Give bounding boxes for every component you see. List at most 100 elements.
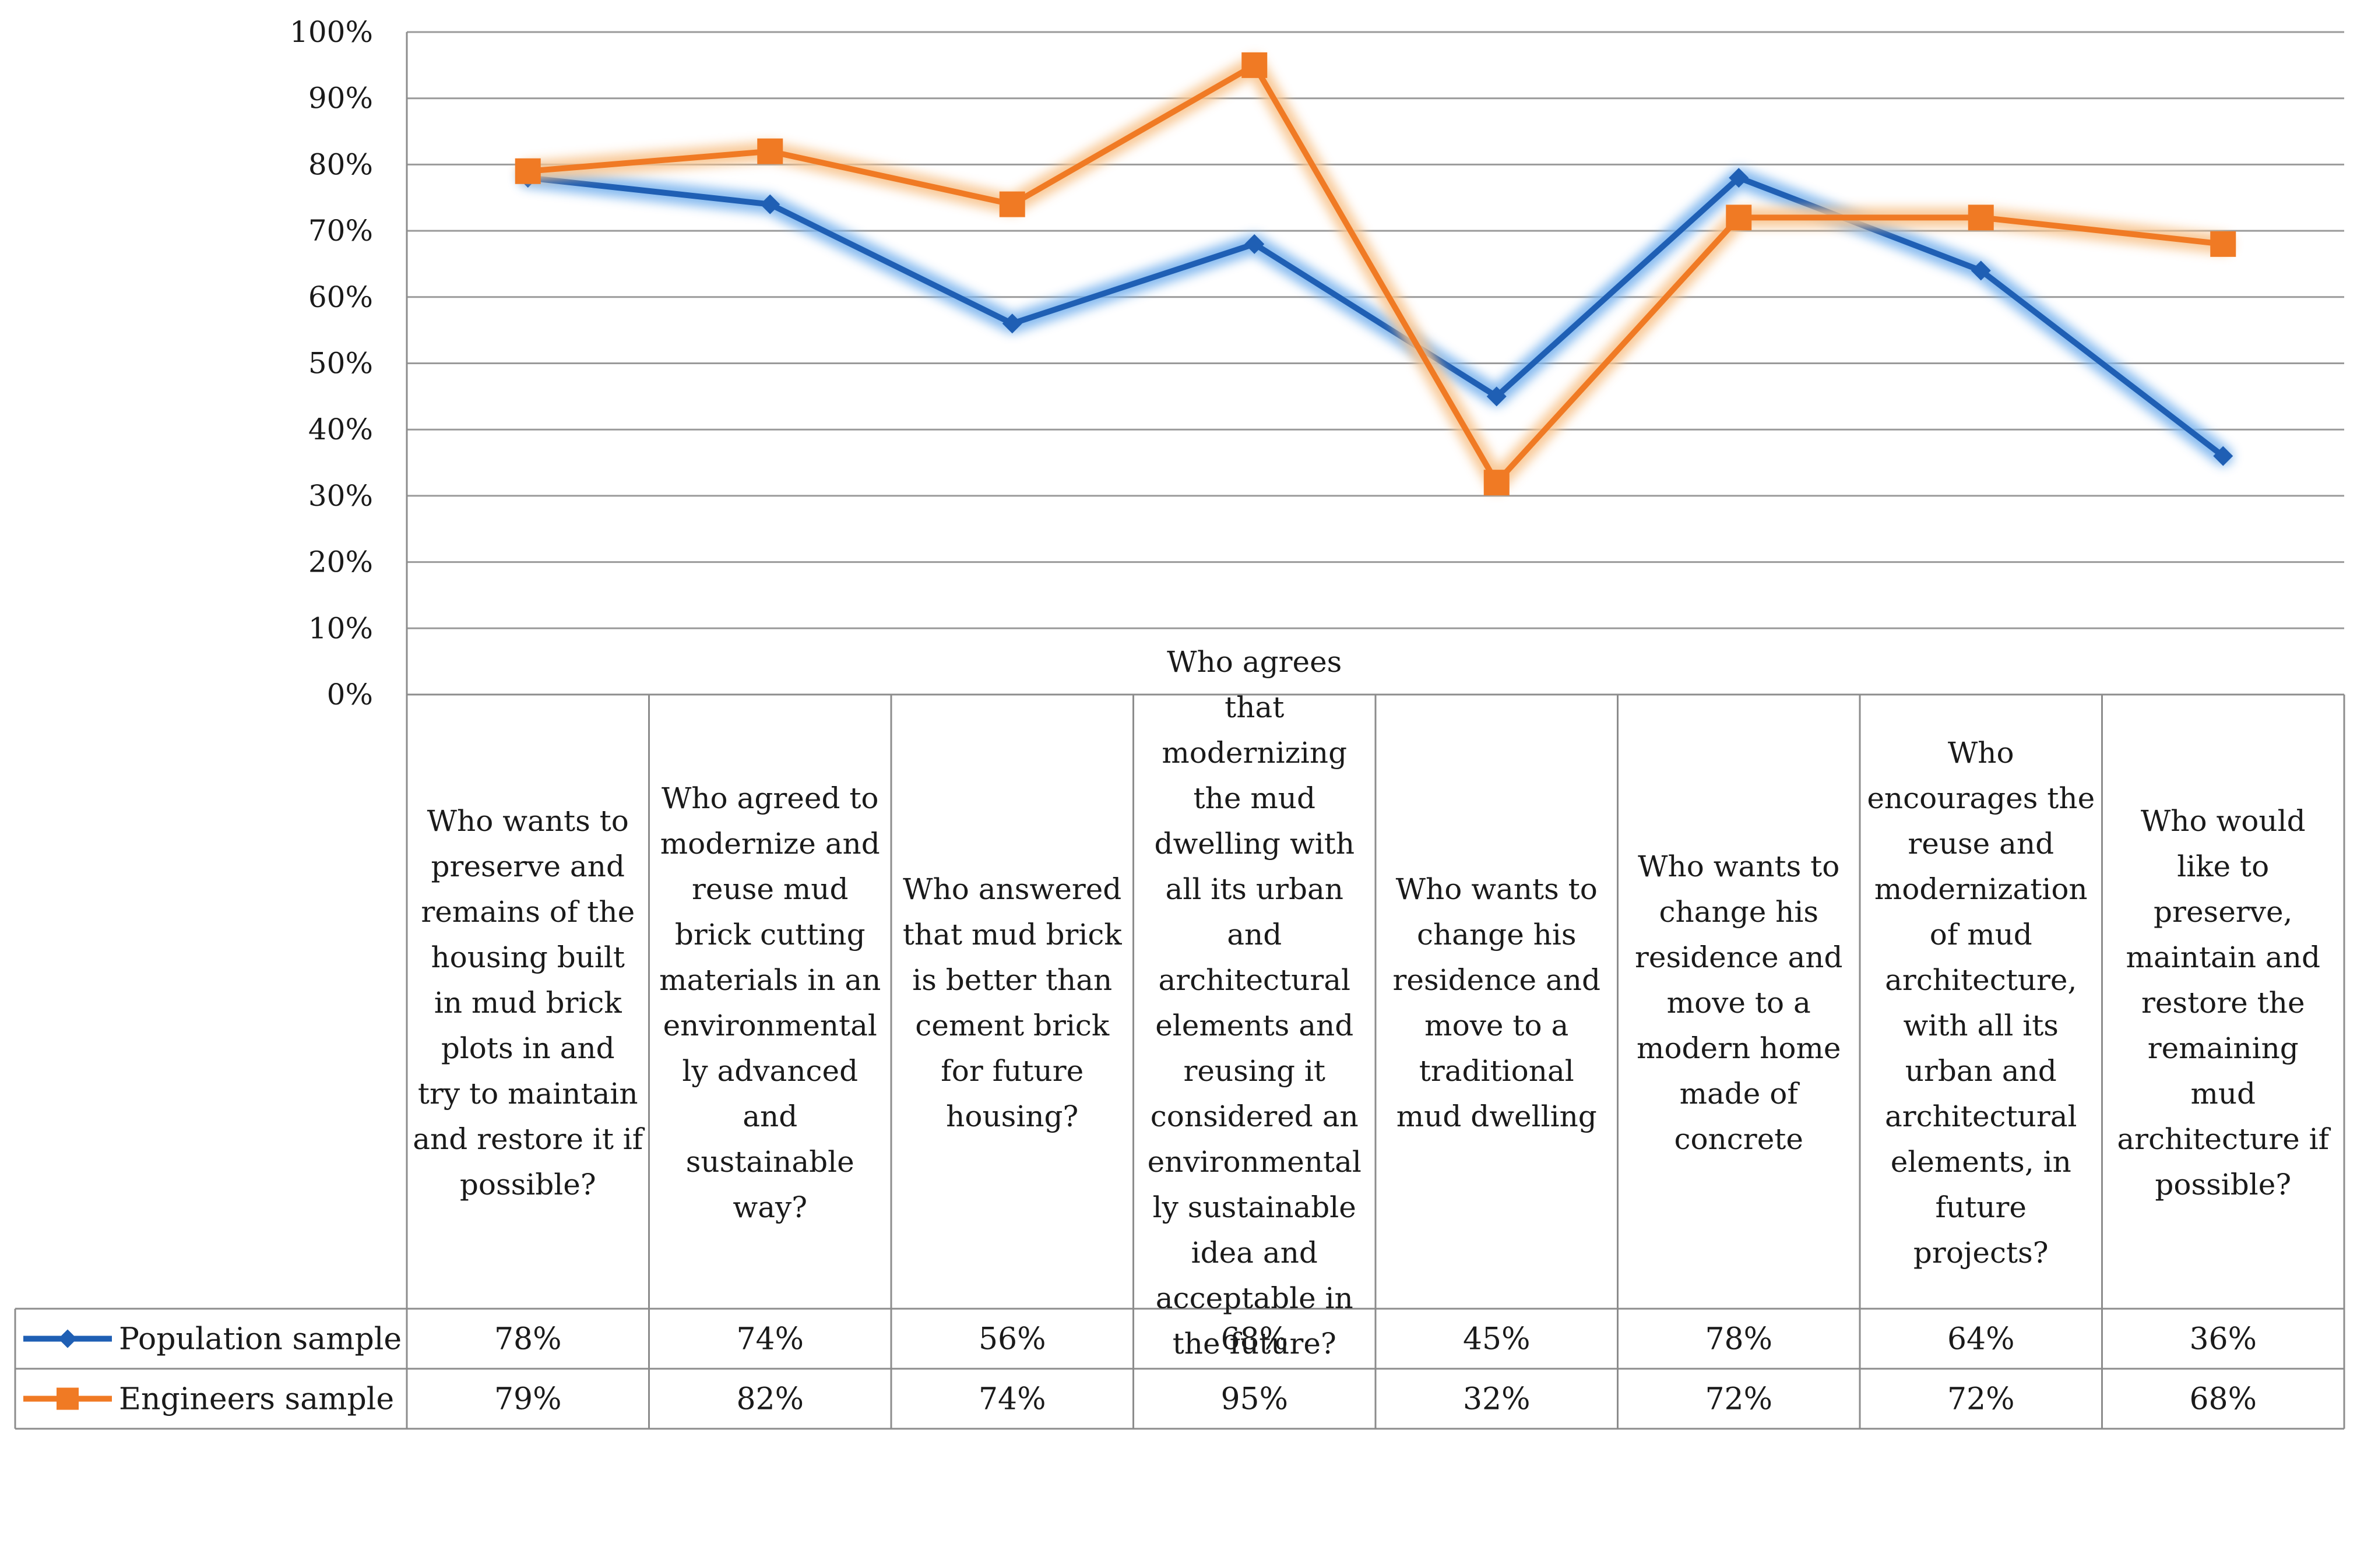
series-line	[527, 175, 2225, 459]
category-label-line: future	[1936, 1190, 2027, 1224]
legend-key-marker	[57, 1387, 79, 1410]
category-label-line: modernization	[1874, 872, 2088, 906]
table-value-cell: 68%	[2189, 1382, 2257, 1417]
category-label-line: change his	[1659, 895, 1818, 929]
y-tick-label: 70%	[308, 214, 373, 248]
category-label-line: projects?	[1913, 1236, 2049, 1270]
category-label-line: remaining	[2148, 1031, 2299, 1065]
category-label-line: try to maintain	[418, 1077, 638, 1111]
y-tick-label: 0%	[327, 678, 373, 711]
category-label-line: Who wants to	[1638, 850, 1839, 883]
data-table: Population sample 78% 74% 56% 68% 45% 78% 64% 36…	[14, 695, 2345, 1430]
gridlines	[406, 31, 2344, 696]
category-label-line: environmental	[663, 1009, 877, 1042]
table-value-cell: 68%	[1220, 1322, 1288, 1357]
y-tick-label: 50%	[308, 347, 373, 380]
category-label-line: Who	[1948, 736, 2014, 770]
category-label-line: sustainable	[686, 1145, 854, 1179]
legend-key-marker	[58, 1329, 77, 1348]
category-label-line: traditional	[1419, 1054, 1574, 1088]
category-label-line: and restore it if	[413, 1122, 645, 1156]
category-label-line: Who wants to	[1396, 872, 1598, 906]
category-label-line: cement brick	[915, 1009, 1110, 1042]
table-value-cell: 82%	[736, 1382, 804, 1417]
y-tick-label: 40%	[308, 413, 373, 446]
data-point	[999, 191, 1025, 217]
category-label-line: brick cutting	[675, 918, 866, 952]
category-label-line: housing built	[431, 940, 625, 974]
table-value-cell: 74%	[979, 1382, 1046, 1417]
category-label-line: Who wants to	[427, 804, 629, 838]
table-value-cell: 79%	[494, 1382, 562, 1417]
category-label-line: architectural	[1885, 1100, 2077, 1133]
data-point	[760, 194, 780, 214]
table-value-cell: 95%	[1220, 1382, 1288, 1417]
category-label-line: with all its	[1904, 1009, 2059, 1042]
data-point	[1726, 205, 1752, 231]
y-tick-label: 90%	[308, 82, 373, 115]
category-label-line: the future?	[1173, 1327, 1336, 1361]
category-label: Who answered that mud brick is better than…	[903, 872, 1123, 1133]
category-label-line: materials in an	[659, 963, 881, 997]
category-label-line: architectural	[1158, 963, 1350, 997]
data-point	[757, 138, 783, 164]
table-value-cell: 72%	[1705, 1382, 1772, 1417]
category-label-line: restore the	[2141, 986, 2305, 1020]
table-value-cell: 64%	[1947, 1322, 2015, 1357]
category-label-line: considered an	[1151, 1100, 1359, 1133]
data-point	[1483, 470, 1510, 496]
data-point	[1971, 260, 1991, 281]
category-label: Who wants to preserve and remains of the ho…	[413, 804, 645, 1201]
category-label: Who would like to preserve, maintain and res…	[2117, 804, 2331, 1201]
category-label-line: dwelling with	[1154, 827, 1355, 861]
category-label-line: preserve and	[431, 850, 625, 883]
category-label-line: like to	[2177, 850, 2269, 883]
data-point	[2213, 446, 2233, 466]
y-axis-ticks: 0% 10% 20% 30% 40% 50% 60% 70% 80% 90% 100%	[290, 15, 373, 711]
category-label-line: all its urban	[1166, 872, 1343, 906]
legend-label: Engineers sample	[119, 1382, 394, 1417]
category-label-line: possible?	[460, 1168, 596, 1201]
category-label-line: maintain and	[2126, 940, 2320, 974]
category-label-line: move to a	[1424, 1009, 1568, 1042]
table-value-cell: 56%	[979, 1322, 1046, 1357]
y-tick-label: 60%	[308, 280, 373, 314]
category-label-line: Who would	[2141, 804, 2306, 838]
category-label-line: reusing it	[1183, 1054, 1325, 1088]
category-label-line: and	[1227, 918, 1282, 952]
category-label-line: ly sustainable	[1153, 1190, 1356, 1224]
category-label-line: reuse and	[1908, 827, 2054, 861]
category-label-line: mud dwelling	[1396, 1100, 1597, 1133]
data-point	[2210, 231, 2236, 257]
category-label-line: plots in and	[441, 1031, 615, 1065]
category-label: Who encourages the reuse and modernization o…	[1867, 736, 2095, 1270]
category-label: Who wants to change his residence and move …	[1393, 872, 1600, 1133]
category-label-line: change his	[1417, 918, 1577, 952]
category-label-line: for future	[941, 1054, 1083, 1088]
category-label-line: concrete	[1674, 1122, 1803, 1156]
y-tick-label: 100%	[290, 15, 373, 49]
y-tick-label: 30%	[308, 479, 373, 513]
category-label-line: made of	[1680, 1077, 1800, 1111]
category-label-line: preserve,	[2154, 895, 2292, 929]
data-point	[1729, 168, 1749, 188]
data-point	[1968, 205, 1994, 231]
category-label-line: ly advanced	[682, 1054, 858, 1088]
table-value-cell: 78%	[494, 1322, 562, 1357]
category-label-line: that mud brick	[903, 918, 1123, 952]
y-tick-label: 20%	[308, 545, 373, 579]
category-label-line: is better than	[912, 963, 1112, 997]
table-value-cell: 32%	[1463, 1382, 1531, 1417]
category-label: Who agrees that modernizing the mud dwelling…	[1148, 645, 1362, 1361]
category-label-line: encourages the	[1867, 781, 2095, 815]
category-label-line: in mud brick	[434, 986, 622, 1020]
data-point	[1486, 386, 1507, 407]
category-label-line: acceptable in	[1156, 1281, 1353, 1315]
category-label-line: Who answered	[903, 872, 1121, 906]
data-point	[515, 158, 541, 184]
category-label-line: elements, in	[1891, 1145, 2071, 1179]
category-label-line: of mud	[1930, 918, 2032, 952]
table-value-cell: 36%	[2189, 1322, 2257, 1357]
category-label-line: housing?	[946, 1100, 1078, 1133]
category-label-line: residence and	[1635, 940, 1842, 974]
